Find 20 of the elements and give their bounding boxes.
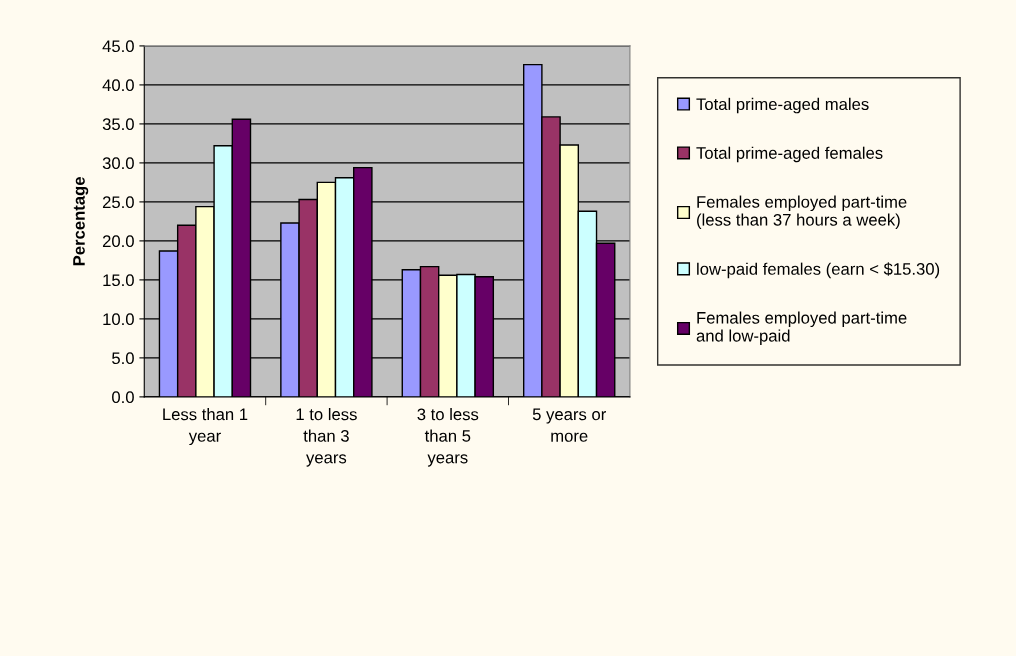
y-axis-title: Percentage	[73, 177, 89, 266]
y-tick-label: 0.0	[112, 391, 134, 404]
y-tick-label: 20.0	[102, 235, 134, 248]
y-tick-label: 35.0	[102, 118, 134, 131]
x-tick-label: 3 to less than 5 years	[417, 407, 479, 467]
x-tick-label: Less than 1 year	[163, 407, 248, 446]
legend-label: low-paid females (earn < $15.30)	[697, 262, 940, 279]
y-tick-label: 45.0	[102, 40, 134, 53]
legend-label: Total prime-aged females	[696, 146, 883, 163]
legend-label: Total prime-aged males	[696, 97, 869, 114]
y-tick-label: 40.0	[102, 79, 134, 92]
legend-label: Females employed part-time and low-paid	[696, 311, 907, 345]
y-tick-label: 25.0	[102, 196, 134, 209]
y-tick-label: 5.0	[112, 352, 134, 365]
x-tick-label: 5 years or more	[532, 408, 606, 442]
x-tick-label: 1 to less than 3 years	[296, 407, 357, 467]
y-tick-label: 10.0	[103, 313, 134, 326]
legend-label: Females employed part-time (less than 37 hours a week)	[697, 195, 907, 230]
y-tick-label: 15.0	[103, 274, 134, 287]
y-tick-label: 30.0	[102, 157, 134, 170]
